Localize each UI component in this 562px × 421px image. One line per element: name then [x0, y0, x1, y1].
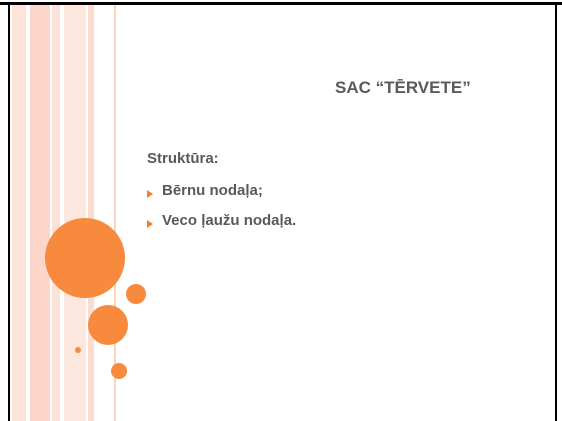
stripe	[52, 5, 60, 421]
stripe	[30, 5, 50, 421]
circle	[126, 284, 146, 304]
circle	[75, 347, 81, 353]
slide-decoration	[0, 0, 562, 421]
stripe	[88, 5, 94, 421]
bullet	[147, 220, 153, 228]
slide-title: SAC “TĒRVETE”	[335, 78, 471, 98]
slide: SAC “TĒRVETE” Struktūra: Bērnu nodaļa; V…	[0, 0, 562, 421]
list-item: Bērnu nodaļa;	[162, 182, 263, 199]
bullet	[147, 190, 153, 198]
circle	[88, 305, 128, 345]
list-item: Veco ļaužu nodaļa.	[162, 212, 296, 229]
stripe	[64, 5, 86, 421]
circle	[111, 363, 127, 379]
stripe	[12, 5, 26, 421]
circle	[45, 218, 125, 298]
heading: Struktūra:	[147, 150, 219, 167]
